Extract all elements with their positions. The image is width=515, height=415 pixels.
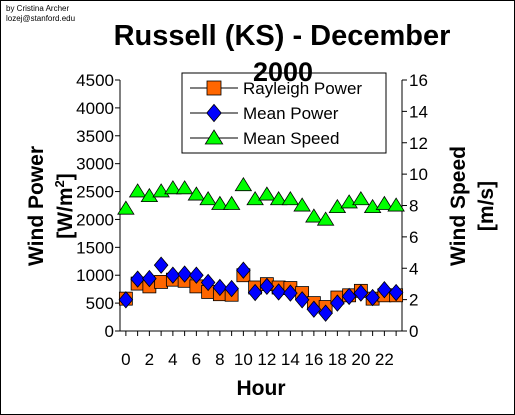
x-tick-label: 0 [121, 350, 130, 369]
y-axis-left-label: Wind Power [W/m2] [25, 146, 77, 266]
square-point [154, 275, 169, 289]
chart-title: Russell (KS) - December [114, 20, 451, 52]
diamond-point [365, 288, 380, 307]
diamond-point [177, 265, 192, 283]
left-tick-label: 0 [105, 322, 114, 341]
left-tick-label: 4000 [76, 99, 114, 118]
left-tick-label: 2500 [76, 183, 114, 202]
triangle-point [293, 197, 311, 212]
chart-title-line2: 2000 [253, 57, 313, 87]
legend-triangle-marker [204, 129, 224, 145]
triangle-point [281, 191, 300, 206]
diamond-point [388, 283, 404, 302]
triangle-point [352, 191, 370, 206]
diamond-point [212, 278, 228, 297]
left-tick-label: 4500 [76, 71, 114, 90]
right-tick-label: 4 [409, 259, 418, 278]
legend-label: Mean Speed [243, 129, 339, 148]
left-tick-label: 2000 [76, 210, 114, 229]
right-tick-label: 16 [409, 71, 428, 90]
legend-label: Rayleigh Power [243, 79, 362, 98]
diamond-point [283, 284, 298, 302]
chart-marks [115, 79, 407, 336]
diamond-point [330, 294, 345, 312]
triangle-point [128, 183, 147, 198]
x-tick-label: 14 [281, 350, 300, 369]
right-tick-label: 2 [409, 291, 418, 310]
triangle-point [199, 191, 217, 206]
triangle-point [375, 195, 394, 210]
chart-labels: 0500100015002000250030003500400045000246… [25, 20, 498, 400]
diamond-point [259, 277, 275, 296]
x-tick-label: 4 [168, 350, 177, 369]
left-tick-label: 1000 [76, 266, 114, 285]
diamond-point [165, 266, 181, 284]
triangle-point [305, 208, 323, 223]
diamond-point [142, 269, 157, 288]
triangle-point [222, 195, 241, 210]
y-axis-right-unit: [m/s] [475, 181, 498, 231]
x-tick-label: 20 [351, 350, 370, 369]
triangle-point [328, 198, 347, 214]
triangle-point [140, 187, 159, 203]
diamond-point [224, 279, 239, 298]
triangle-point [234, 176, 253, 192]
diamond-point [247, 283, 263, 302]
author-credit: by Cristina Archer lozej@stanford.edu [6, 4, 75, 24]
diamond-point [306, 300, 322, 318]
left-tick-label: 500 [86, 294, 114, 313]
diamond-point [189, 266, 204, 284]
diamond-point [130, 270, 145, 288]
left-tick-label: 3000 [76, 155, 114, 174]
y-left-label-unit: [W/m2] [52, 173, 77, 239]
diamond-point [294, 291, 310, 309]
triangle-point [269, 191, 288, 206]
x-tick-label: 6 [192, 350, 201, 369]
diamond-point [318, 304, 333, 322]
credit-author: by Cristina Archer [6, 4, 70, 13]
triangle-point [258, 186, 276, 201]
triangle-point [211, 195, 229, 210]
left-tick-label: 1500 [76, 238, 114, 257]
diamond-point [353, 284, 369, 302]
right-tick-label: 8 [409, 197, 418, 216]
legend-label: Mean Power [243, 104, 339, 123]
y-axis-right-label: Wind Speed [447, 146, 470, 266]
right-tick-label: 6 [409, 228, 418, 247]
chart-legend: Rayleigh Power Mean Power Mean Speed [181, 72, 387, 154]
x-axis-label: Hour [237, 377, 286, 400]
diamond-point [377, 281, 392, 299]
x-tick-label: 8 [215, 350, 224, 369]
y-left-label-main: Wind Power [25, 146, 48, 266]
triangle-point [175, 180, 194, 195]
x-tick-label: 10 [234, 350, 253, 369]
diamond-point [200, 273, 216, 292]
triangle-point [316, 211, 335, 226]
right-tick-label: 10 [409, 165, 428, 184]
x-tick-label: 18 [328, 350, 347, 369]
x-tick-label: 2 [145, 350, 154, 369]
diamond-point [341, 287, 357, 306]
legend-square-marker [206, 80, 222, 96]
right-tick-label: 0 [409, 322, 418, 341]
left-tick-label: 3500 [76, 127, 114, 146]
triangle-point [164, 180, 182, 195]
right-tick-label: 14 [409, 102, 428, 121]
x-tick-label: 16 [304, 350, 323, 369]
triangle-point [246, 191, 264, 206]
triangle-point [117, 200, 135, 215]
x-tick-label: 12 [257, 350, 276, 369]
credit-email: lozej@stanford.edu [6, 14, 76, 23]
x-tick-label: 22 [375, 350, 394, 369]
right-tick-label: 12 [409, 134, 428, 153]
diamond-point [118, 291, 134, 309]
diamond-point [153, 256, 169, 274]
diamond-point [236, 261, 251, 279]
triangle-point [187, 186, 206, 201]
triangle-point [387, 197, 405, 212]
legend-diamond-marker [206, 103, 222, 123]
diamond-point [271, 283, 286, 301]
